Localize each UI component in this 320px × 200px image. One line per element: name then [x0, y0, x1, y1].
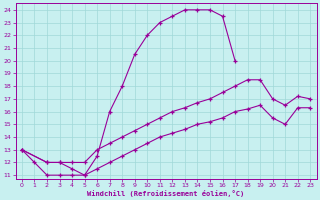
X-axis label: Windchill (Refroidissement éolien,°C): Windchill (Refroidissement éolien,°C)	[87, 190, 245, 197]
